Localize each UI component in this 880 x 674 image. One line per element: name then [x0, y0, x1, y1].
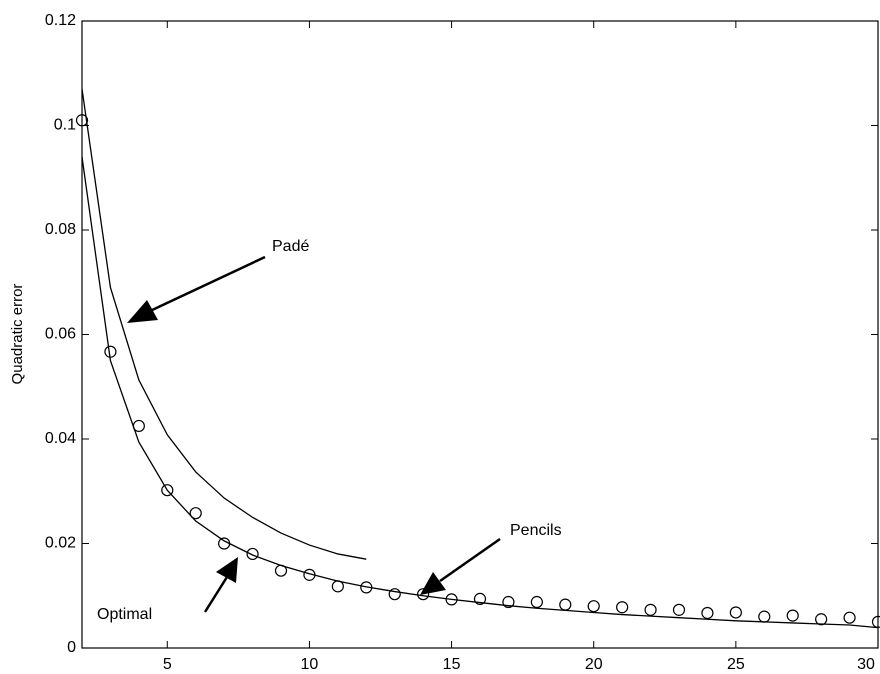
arrow	[203, 576, 229, 613]
data-point	[246, 547, 259, 561]
arrowhead	[216, 557, 238, 583]
annotation: Padé	[272, 238, 309, 255]
data-point	[871, 615, 880, 628]
data-point	[701, 606, 714, 620]
data-point	[104, 345, 117, 358]
data-point	[758, 610, 771, 623]
arrowhead	[420, 572, 446, 595]
x-tick-label: 20	[585, 656, 603, 673]
data-point	[559, 598, 572, 611]
data-point	[672, 603, 686, 616]
data-point	[218, 537, 231, 550]
y-tick-label: 0.08	[45, 221, 76, 238]
x-tick-label: 10	[301, 656, 319, 673]
x-tick-label: 15	[443, 656, 461, 673]
data-point	[274, 564, 288, 577]
data-point	[417, 588, 430, 601]
data-point	[815, 613, 828, 626]
annotation: Optimal	[97, 606, 152, 623]
data-point	[502, 595, 515, 609]
y-tick-label: 0	[67, 639, 76, 656]
data-point	[388, 588, 401, 601]
y-tick-label: 0.02	[45, 535, 76, 552]
data-point	[189, 507, 202, 520]
series-line	[81, 88, 367, 560]
data-point	[530, 595, 543, 609]
data-point	[644, 603, 657, 616]
data-point	[445, 593, 458, 606]
data-point	[331, 580, 344, 593]
data-point	[587, 600, 600, 613]
y-tick-label: 0.12	[45, 12, 76, 29]
y-tick-label: 0.06	[45, 326, 76, 343]
data-point	[303, 568, 316, 581]
data-point	[132, 419, 145, 433]
y-tick-label: 0.04	[45, 430, 76, 447]
arrow	[149, 255, 266, 313]
data-point	[729, 606, 742, 619]
y-axis-label: Quadratic error	[9, 284, 26, 385]
data-point	[786, 609, 799, 622]
annotation: Pencils	[510, 522, 562, 539]
data-point	[473, 592, 487, 605]
data-point	[616, 601, 629, 614]
x-tick-label: 30	[857, 656, 875, 673]
data-point	[360, 581, 373, 594]
data-point	[161, 484, 174, 497]
x-tick-label: 25	[727, 656, 745, 673]
y-tick-label: 0.1	[54, 117, 76, 134]
arrow	[439, 537, 501, 583]
data-point	[75, 114, 89, 127]
data-point	[843, 611, 856, 624]
series-line	[81, 156, 879, 629]
x-tick-label: 5	[163, 656, 172, 673]
arrowhead	[127, 300, 158, 323]
